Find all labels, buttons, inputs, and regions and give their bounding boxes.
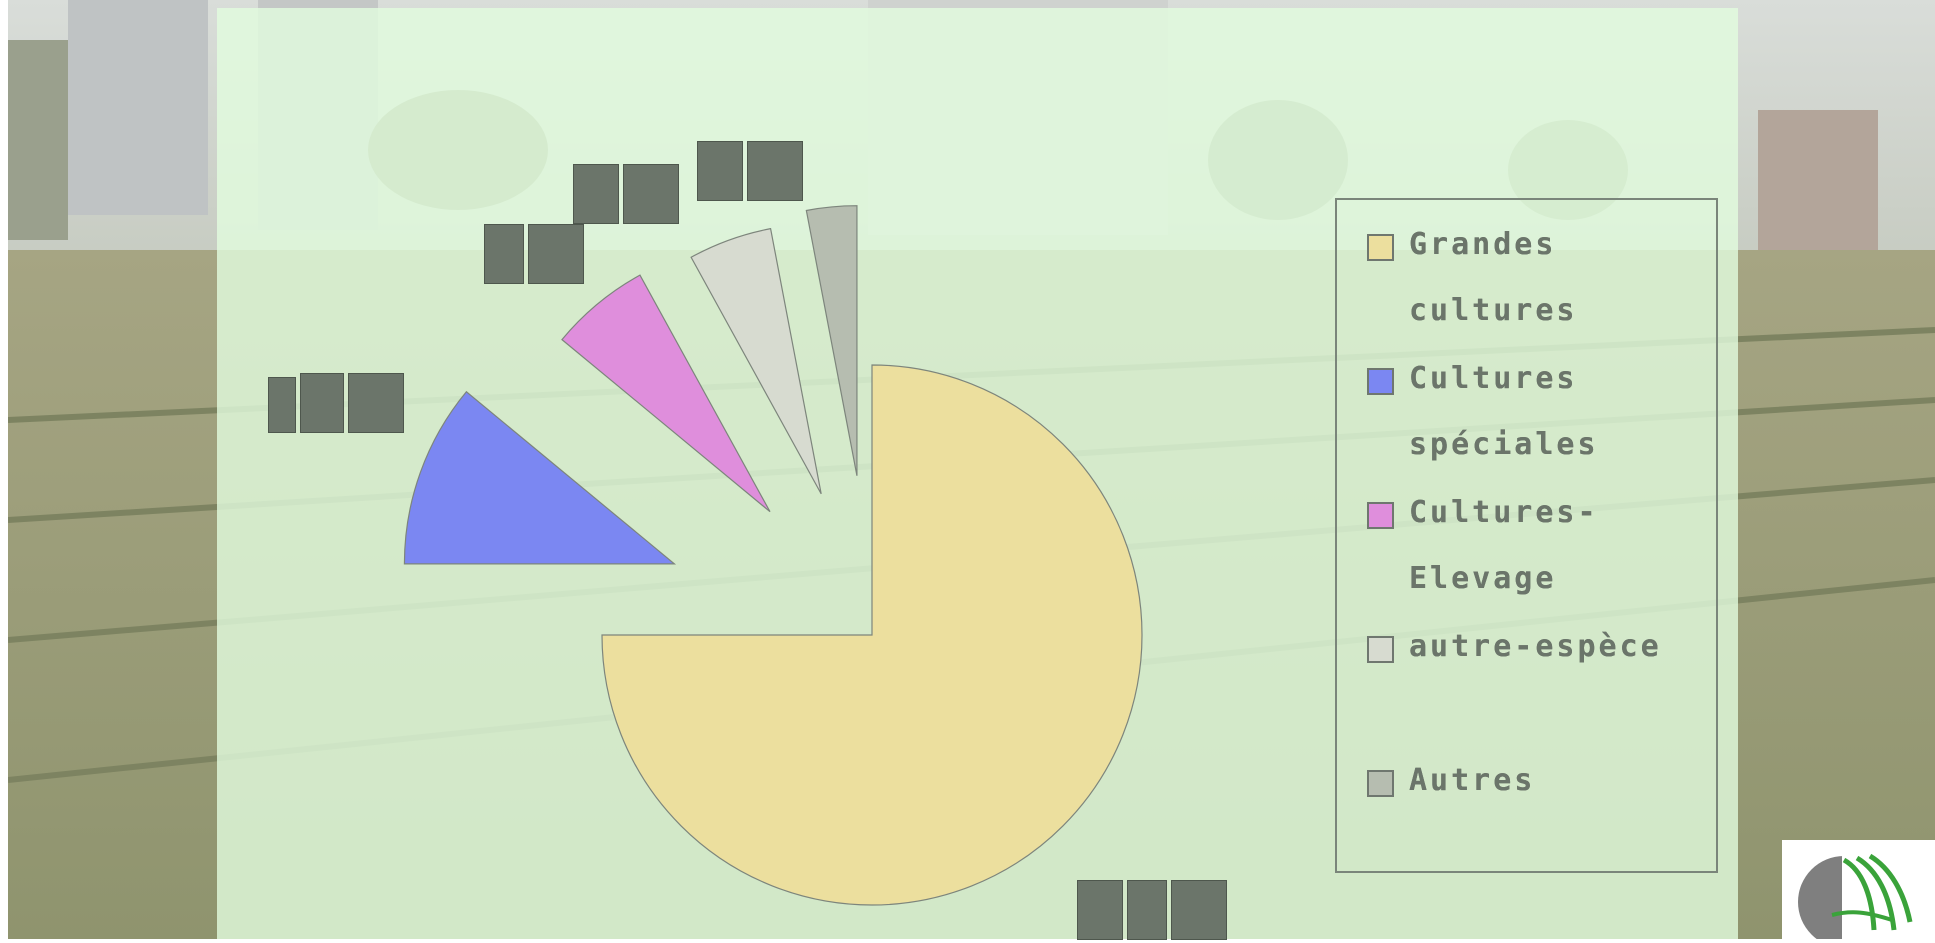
- pie-slice: [403, 390, 677, 565]
- legend-swatch: [1367, 368, 1394, 395]
- data-label-block: [697, 141, 743, 201]
- data-label-block: [348, 373, 404, 433]
- data-label-block: [1077, 880, 1123, 940]
- legend-label: autre-espèce: [1409, 629, 1662, 664]
- legend-item: Autres: [1367, 748, 1699, 814]
- legend-label: Autres: [1409, 763, 1536, 798]
- pie-slice: [690, 227, 822, 495]
- data-label-block: [300, 373, 344, 433]
- data-label: 3: [697, 141, 803, 201]
- legend-item: Cultures spéciales: [1367, 346, 1699, 478]
- pie-slice: [601, 364, 1143, 906]
- legend-label: Grandes cultures: [1409, 227, 1578, 328]
- pie-slice: [561, 274, 771, 513]
- legend-swatch: [1367, 234, 1394, 261]
- pie-slice: [805, 205, 858, 476]
- legend-label: Cultures spéciales: [1409, 361, 1599, 462]
- data-label: 75: [1077, 880, 1227, 940]
- data-label: 5: [573, 164, 679, 224]
- data-label-block: [528, 224, 584, 284]
- data-label-block: [1171, 880, 1227, 940]
- legend: Grandes cultures Cultures spéciales Cult…: [1335, 198, 1718, 873]
- data-label-block: [573, 164, 619, 224]
- data-label-block: [1127, 880, 1167, 940]
- legend-swatch: [1367, 502, 1394, 529]
- data-label-block: [747, 141, 803, 201]
- legend-swatch: [1367, 636, 1394, 663]
- data-label: 11: [268, 373, 404, 433]
- data-label-block: [484, 224, 524, 284]
- data-label-block: [623, 164, 679, 224]
- legend-label: Cultures-Elevage: [1409, 495, 1599, 596]
- data-label: 6: [484, 224, 584, 284]
- legend-item: Grandes cultures: [1367, 212, 1699, 344]
- legend-item: autre-espèce: [1367, 614, 1699, 680]
- logo: [1782, 840, 1935, 943]
- legend-item: Cultures-Elevage: [1367, 480, 1699, 612]
- legend-swatch: [1367, 770, 1394, 797]
- agricultural-logo-icon: [1798, 840, 1935, 943]
- data-label-block: [268, 377, 296, 433]
